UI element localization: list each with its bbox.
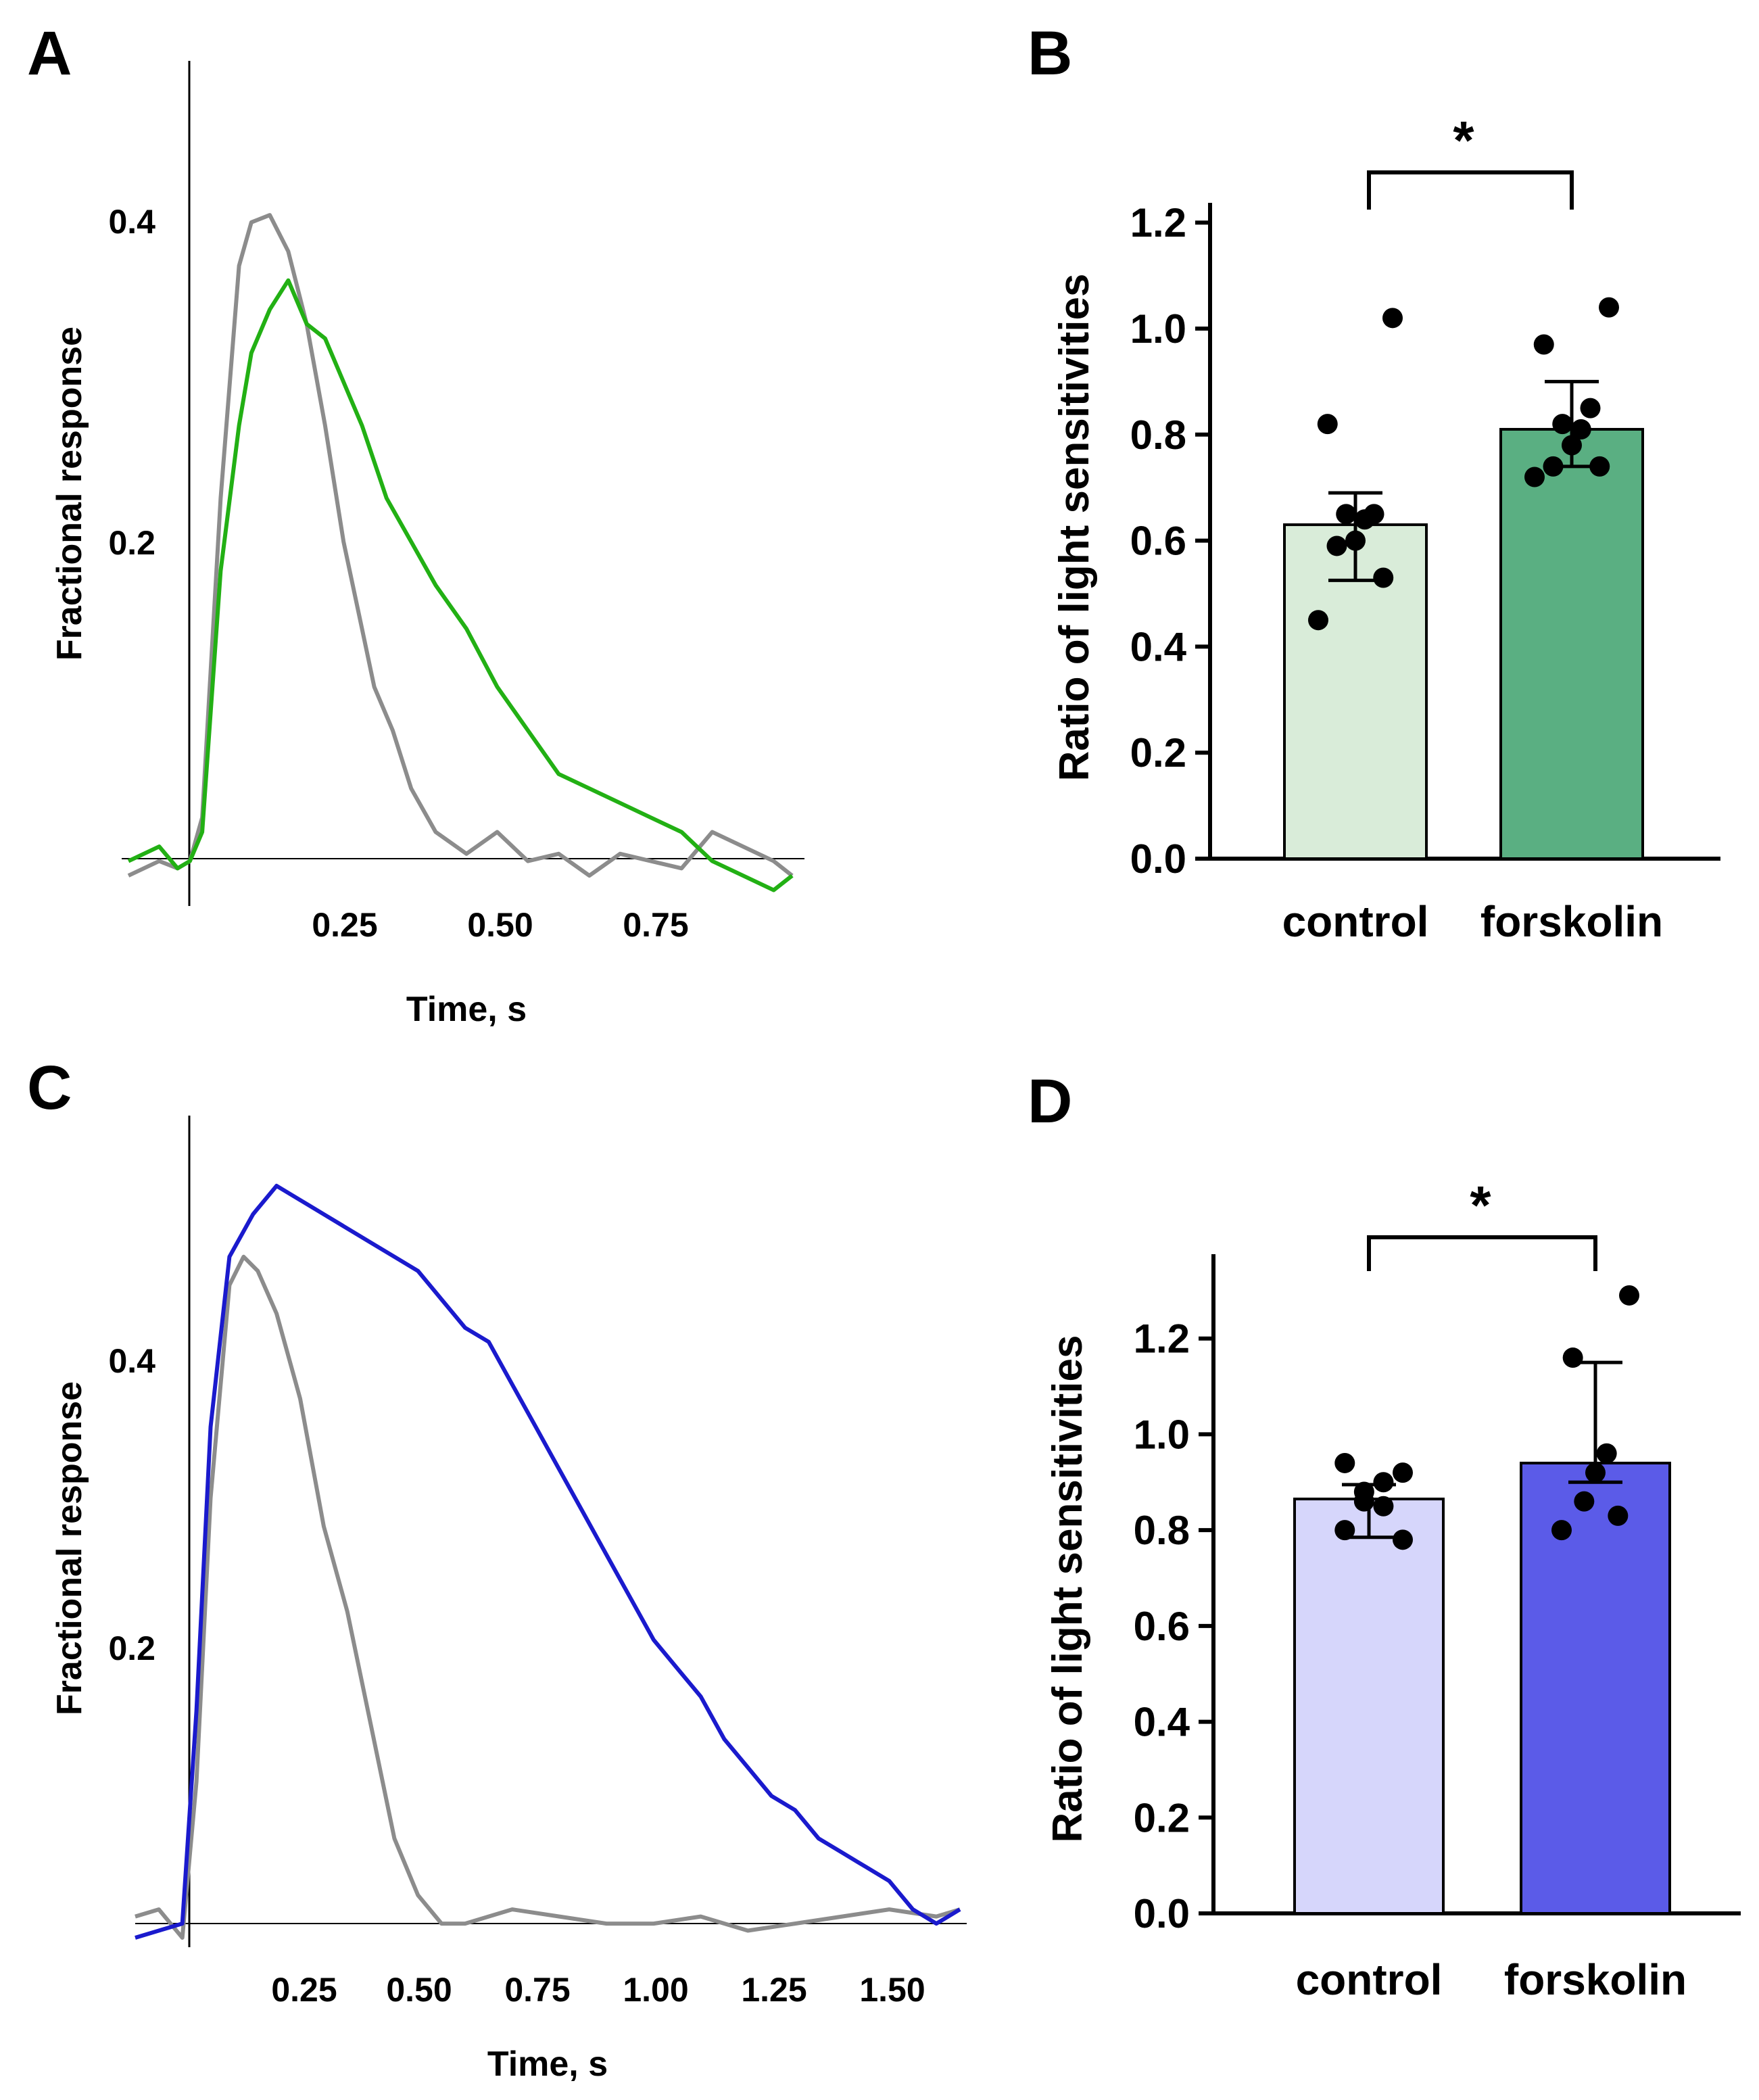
b-ytick-0.6: 0.6 xyxy=(1130,519,1186,564)
b-ytick-1.2: 1.2 xyxy=(1130,200,1186,245)
b-ytick-0.0: 0.0 xyxy=(1130,836,1186,882)
b-point-control-1 xyxy=(1317,414,1338,435)
b-y-axis-title: Ratio of light sensitivities xyxy=(1051,274,1098,782)
panel-label-b: B xyxy=(1028,19,1072,88)
a-x-axis-title: Time, s xyxy=(406,990,527,1029)
a-control-trace xyxy=(127,213,794,878)
panel-d-bar-chart: 0.00.20.40.60.81.01.2 control forskolin … xyxy=(1044,1175,1741,2004)
c-control-trace xyxy=(135,1254,961,1940)
c-y-axis-title: Fractional response xyxy=(50,1381,89,1715)
c-xtick-0.50: 0.50 xyxy=(386,1971,452,2009)
b-point-control-4 xyxy=(1345,530,1366,551)
d-significance-bracket xyxy=(1367,1235,1597,1271)
d-ytick-0.6: 0.6 xyxy=(1134,1604,1190,1649)
c-x-axis-title: Time, s xyxy=(487,2045,608,2084)
c-xtick-1.25: 1.25 xyxy=(741,1971,806,2009)
a-ytick-0.2: 0.2 xyxy=(108,524,155,562)
d-point-forskolin-3 xyxy=(1585,1462,1606,1483)
panel-a-trace-plot: 0.4 0.2 0.25 0.50 0.75 Time, s Fractiona… xyxy=(50,61,804,1029)
panel-label-d: D xyxy=(1028,1067,1072,1136)
b-significance-marker: * xyxy=(1453,110,1474,170)
d-point-forskolin-0 xyxy=(1619,1285,1639,1306)
d-ytick-0.8: 0.8 xyxy=(1134,1508,1190,1553)
b-ytick-0.4: 0.4 xyxy=(1130,624,1187,669)
c-forskolin-trace xyxy=(135,1183,961,1940)
b-point-forskolin-1 xyxy=(1533,334,1554,355)
b-point-control-8 xyxy=(1308,610,1328,631)
a-ytick-0.4: 0.4 xyxy=(108,203,155,241)
d-point-forskolin-6 xyxy=(1551,1520,1572,1541)
d-bar-forskolin xyxy=(1520,1461,1671,1915)
a-xtick-0.50: 0.50 xyxy=(467,906,533,944)
b-category-control: control xyxy=(1282,897,1429,946)
b-ytick-0.8: 0.8 xyxy=(1130,412,1186,458)
b-point-forskolin-4 xyxy=(1562,435,1582,456)
b-point-control-3 xyxy=(1336,504,1357,525)
d-point-forskolin-2 xyxy=(1596,1443,1617,1464)
d-y-axis-title: Ratio of light sensitivities xyxy=(1044,1335,1091,1843)
d-ytick-0.4: 0.4 xyxy=(1134,1700,1190,1745)
d-category-control: control xyxy=(1296,1955,1443,2004)
b-point-control-0 xyxy=(1382,308,1403,329)
a-xtick-0.75: 0.75 xyxy=(623,906,688,944)
c-xtick-1.50: 1.50 xyxy=(859,1971,925,2009)
b-point-forskolin-8 xyxy=(1524,467,1545,487)
d-point-control-6 xyxy=(1334,1520,1355,1541)
a-xtick-0.25: 0.25 xyxy=(312,906,377,944)
b-point-forskolin-6 xyxy=(1543,456,1564,477)
d-ytick-0.2: 0.2 xyxy=(1134,1795,1190,1840)
b-point-control-6 xyxy=(1326,535,1347,556)
d-point-control-1 xyxy=(1334,1452,1355,1473)
panel-label-c: C xyxy=(27,1053,72,1122)
b-point-forskolin-7 xyxy=(1589,456,1610,477)
d-ytick-0.0: 0.0 xyxy=(1134,1891,1190,1936)
panel-c-trace-plot: 0.4 0.2 0.25 0.50 0.75 1.00 1.25 1.50 Ti… xyxy=(50,1116,967,2084)
b-point-forskolin-5 xyxy=(1570,419,1591,439)
b-point-forskolin-3 xyxy=(1552,414,1573,435)
d-point-forskolin-1 xyxy=(1562,1347,1583,1368)
a-y-axis-title: Fractional response xyxy=(50,327,89,661)
d-point-forskolin-5 xyxy=(1608,1505,1629,1526)
panel-label-a: A xyxy=(27,19,72,88)
b-bar-forskolin xyxy=(1499,427,1644,860)
c-xtick-1.00: 1.00 xyxy=(623,1971,688,2009)
b-point-forskolin-0 xyxy=(1599,297,1619,318)
b-significance-bracket xyxy=(1367,170,1574,210)
d-point-control-7 xyxy=(1393,1529,1413,1550)
panel-b-bar-chart: 0.00.20.40.60.81.01.2 control forskolin … xyxy=(1051,110,1720,946)
b-point-forskolin-2 xyxy=(1580,398,1601,419)
d-ytick-1.2: 1.2 xyxy=(1134,1316,1190,1362)
c-xtick-0.75: 0.75 xyxy=(504,1971,570,2009)
c-ytick-0.2: 0.2 xyxy=(108,1629,155,1667)
d-point-forskolin-4 xyxy=(1574,1491,1595,1512)
d-category-forskolin: forskolin xyxy=(1504,1955,1687,2004)
d-point-control-5 xyxy=(1373,1496,1394,1517)
d-point-control-2 xyxy=(1373,1472,1394,1493)
c-xtick-0.25: 0.25 xyxy=(271,1971,337,2009)
d-significance-marker: * xyxy=(1470,1175,1491,1235)
b-point-control-7 xyxy=(1373,567,1394,588)
a-forskolin-trace xyxy=(127,278,794,892)
d-ytick-1.0: 1.0 xyxy=(1134,1412,1190,1457)
c-ytick-0.4: 0.4 xyxy=(108,1342,155,1380)
b-ytick-0.2: 0.2 xyxy=(1130,730,1186,775)
b-ytick-1.0: 1.0 xyxy=(1130,306,1186,352)
d-point-control-0 xyxy=(1393,1462,1413,1483)
b-category-forskolin: forskolin xyxy=(1480,897,1663,946)
d-point-control-4 xyxy=(1353,1491,1374,1512)
d-bar-control xyxy=(1293,1498,1445,1915)
b-point-control-5 xyxy=(1354,509,1375,530)
